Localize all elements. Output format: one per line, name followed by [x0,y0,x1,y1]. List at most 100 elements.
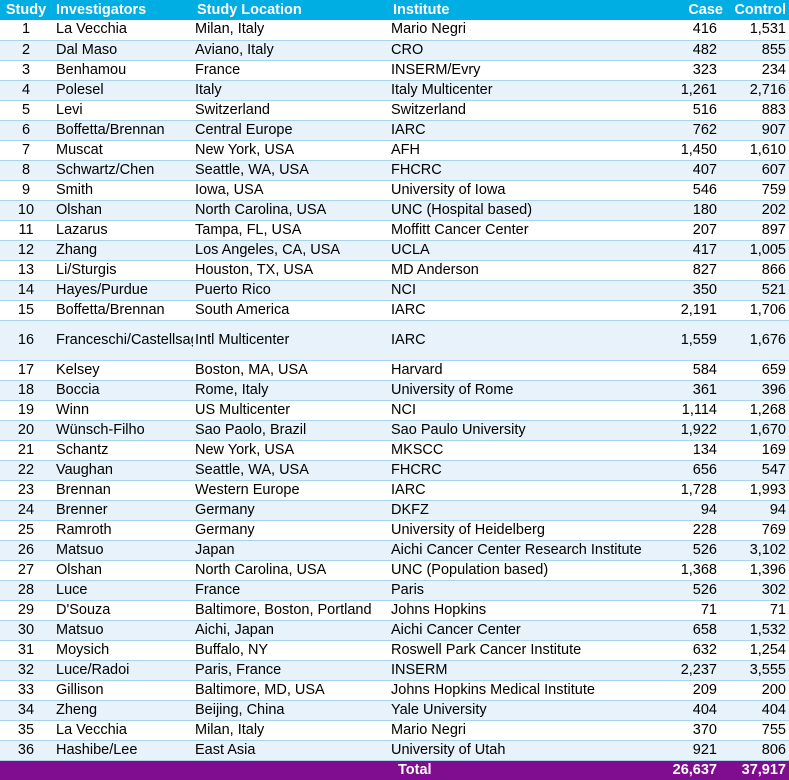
cell-case: 762 [692,121,717,138]
cell-location: South America [195,301,290,318]
cell-case: 482 [692,41,717,58]
cell-location: Central Europe [195,121,293,138]
cell-case: 526 [692,541,717,558]
cell-study: 16 [17,331,35,348]
cell-control: 302 [761,581,786,598]
table-row: 1 La Vecchia Milan, Italy Mario Negri 416 1,5… [0,20,789,40]
cell-location: Germany [195,501,255,518]
cell-investigators: Brennan [56,481,111,498]
cell-investigators: Luce [56,581,88,598]
cell-control: 234 [761,61,786,78]
cell-institute: INSERM/Evry [391,61,481,78]
cell-institute: University of Heidelberg [391,521,545,538]
table-row: 18 Boccia Rome, Italy University of Rome 361… [0,380,789,400]
cell-control: 659 [761,361,786,378]
cell-study: 17 [17,361,35,378]
table-row: 13 Li/Sturgis Houston, TX, USA MD Anderson 8… [0,260,789,280]
cell-control: 202 [761,201,786,218]
cell-control: 607 [761,161,786,178]
header-control: Control [734,2,786,18]
table-row: 11 Lazarus Tampa, FL, USA Moffitt Cancer Ce… [0,220,789,240]
cell-investigators: Boffetta/Brennan [56,301,165,318]
cell-case: 2,237 [680,661,717,678]
cell-institute: IARC [391,301,426,318]
cell-control: 3,555 [749,661,786,678]
cell-institute: UNC (Hospital based) [391,201,533,218]
cell-control: 1,005 [749,241,786,258]
cell-control: 1,610 [749,141,786,158]
cell-control: 3,102 [749,541,786,558]
table-row: 10 Olshan North Carolina, USA UNC (Hospital… [0,200,789,220]
cell-control: 866 [761,261,786,278]
cell-location: Tampa, FL, USA [195,221,302,238]
table-row: 3 Benhamou France INSERM/Evry 323 234 [0,60,789,80]
header-location: Study Location [197,2,302,18]
cell-case: 209 [692,681,717,698]
cell-study: 33 [17,681,35,698]
header-institute: Institute [393,2,450,18]
cell-location: France [195,581,241,598]
header-row: Study Investigators Study Location Insti… [0,0,789,20]
cell-location: Sao Paolo, Brazil [195,421,307,438]
cell-case: 632 [692,641,717,658]
cell-location: East Asia [195,741,256,758]
cell-investigators: Zhang [56,241,98,258]
cell-study: 18 [17,381,35,398]
table-row: 20 Wünsch-Filho Sao Paolo, Brazil Sao Paulo… [0,420,789,440]
cell-investigators: Dal Maso [56,41,118,58]
cell-study: 35 [17,721,35,738]
cell-study: 1 [21,21,31,38]
cell-control: 94 [769,501,786,518]
cell-institute: NCI [391,401,416,418]
cell-study: 30 [17,621,35,638]
cell-case: 417 [692,241,717,258]
cell-case: 1,450 [680,141,717,158]
cell-institute: Mario Negri [391,721,466,738]
table-row: 32 Luce/Radoi Paris, France INSERM 2,237 3,55… [0,660,789,680]
total-spacer [52,760,193,780]
cell-case: 407 [692,161,717,178]
cell-case: 1,559 [680,331,717,348]
cell-control: 755 [761,721,786,738]
cell-institute: UCLA [391,241,430,258]
cell-location: Puerto Rico [195,281,271,298]
table-row: 27 Olshan North Carolina, USA UNC (Populati… [0,560,789,580]
cell-institute: Sao Paulo University [391,421,526,438]
cell-investigators: Vaughan [56,461,113,478]
table-row: 34 Zheng Beijing, China Yale University 404 4… [0,700,789,720]
table-row: 33 Gillison Baltimore, MD, USA Johns Hopkin… [0,680,789,700]
cell-location: Japan [195,541,235,558]
cell-control: 1,670 [749,421,786,438]
table-row: 17 Kelsey Boston, MA, USA Harvard 584 659 [0,360,789,380]
cell-case: 1,922 [680,421,717,438]
cell-control: 1,396 [749,561,786,578]
cell-investigators: Schantz [56,441,109,458]
cell-control: 759 [761,181,786,198]
cell-location: Seattle, WA, USA [195,461,309,478]
cell-study: 32 [17,661,35,678]
cell-location: Baltimore, Boston, Portland [195,601,372,618]
cell-location: Switzerland [195,101,270,118]
table-row: 23 Brennan Western Europe IARC 1,728 1,993 [0,480,789,500]
cell-location: France [195,61,241,78]
table-row: 4 Polesel Italy Italy Multicenter 1,261 2,716 [0,80,789,100]
cell-study: 8 [21,161,31,178]
total-control: 37,917 [741,761,786,778]
table-row: 16 Franceschi/Castellsague/HerreroIntl Mu… [0,320,789,360]
cell-investigators: D'Souza [56,601,111,618]
cell-location: Houston, TX, USA [195,261,314,278]
cell-control: 907 [761,121,786,138]
cell-investigators: Brenner [56,501,108,518]
cell-case: 416 [692,21,717,38]
cell-case: 361 [692,381,717,398]
cell-study: 29 [17,601,35,618]
cell-case: 658 [692,621,717,638]
cell-institute: MD Anderson [391,261,479,278]
cell-institute: Yale University [391,701,487,718]
cell-study: 7 [21,141,31,158]
cell-location: Milan, Italy [195,721,265,738]
cell-investigators: Muscat [56,141,103,158]
cell-control: 1,531 [749,21,786,38]
cell-case: 1,114 [681,401,717,418]
cell-control: 1,532 [749,621,786,638]
